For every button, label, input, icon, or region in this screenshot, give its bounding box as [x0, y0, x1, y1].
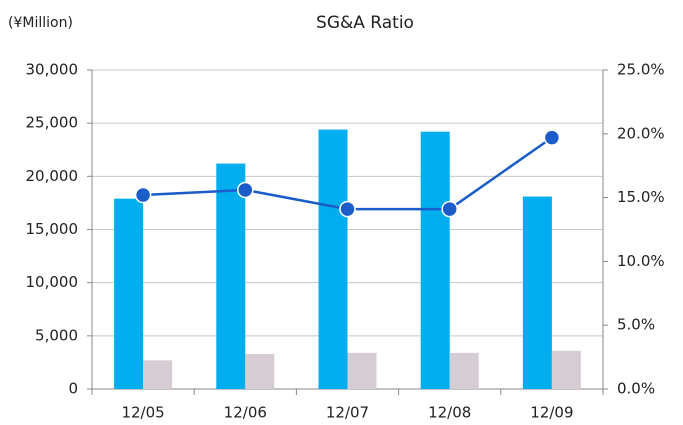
y2-tick-label: 10.0% — [617, 252, 665, 270]
bar — [143, 360, 173, 389]
x-tick-label: 12/07 — [326, 404, 369, 422]
y2-tick-label: 25.0% — [617, 61, 665, 79]
y-tick-label: 10,000 — [26, 273, 79, 291]
bar — [114, 198, 144, 389]
bar — [347, 352, 377, 389]
y-axis-label: (¥Million) — [8, 15, 73, 31]
y-tick-label: 20,000 — [26, 167, 79, 185]
bar — [551, 350, 581, 389]
line-marker — [543, 129, 561, 146]
y-tick-label: 25,000 — [26, 114, 79, 132]
y-tick-label: 30,000 — [26, 61, 79, 79]
line-marker — [339, 200, 356, 218]
bar — [318, 129, 348, 389]
chart-title: SG&A Ratio — [316, 13, 414, 33]
y-tick-label: 5,000 — [35, 326, 78, 344]
y2-tick-label: 20.0% — [617, 124, 665, 142]
bar — [216, 163, 246, 389]
line-marker — [134, 186, 152, 204]
bar — [420, 131, 450, 389]
x-tick-label: 12/06 — [224, 404, 267, 422]
bar — [245, 353, 275, 389]
y2-tick-label: 0.0% — [617, 380, 655, 398]
bar — [449, 352, 479, 389]
line-marker — [441, 200, 458, 218]
x-tick-label: 12/05 — [121, 404, 164, 422]
line-marker — [237, 181, 254, 199]
bar — [522, 196, 552, 389]
y2-tick-label: 5.0% — [617, 316, 655, 334]
x-tick-label: 12/08 — [428, 404, 471, 422]
y2-tick-label: 15.0% — [617, 188, 665, 206]
y-tick-label: 0 — [68, 380, 78, 398]
y-tick-label: 15,000 — [26, 220, 79, 238]
x-tick-label: 12/09 — [530, 404, 573, 422]
